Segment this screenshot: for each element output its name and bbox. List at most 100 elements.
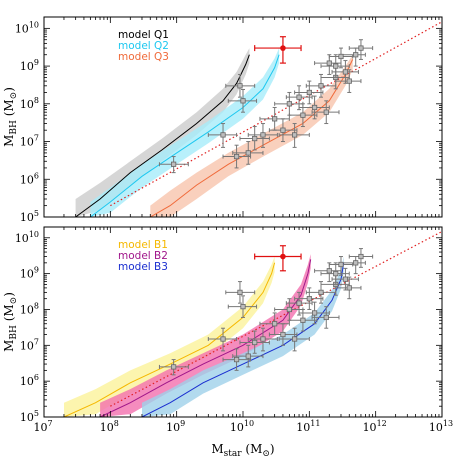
observation-marker xyxy=(237,83,243,89)
x-axis-title-main: M xyxy=(211,442,223,456)
observation-point xyxy=(331,60,359,84)
plot-area xyxy=(63,230,442,417)
observation-point xyxy=(227,88,258,113)
observation-point xyxy=(158,156,189,174)
y-tick-exponent: 8 xyxy=(34,96,39,105)
observation-point xyxy=(305,281,337,304)
x-tick-exponent: 9 xyxy=(180,419,185,428)
observation-marker xyxy=(358,45,364,51)
observation-point xyxy=(278,327,310,352)
highlight-marker xyxy=(280,45,286,51)
observation-marker xyxy=(292,336,298,342)
series-band xyxy=(75,48,250,217)
observation-point xyxy=(227,295,258,318)
observation-marker xyxy=(346,78,352,84)
observation-marker xyxy=(280,331,286,338)
observation-marker xyxy=(245,150,251,156)
observation-point xyxy=(305,73,337,98)
x-tick-exponent: 7 xyxy=(47,419,52,428)
series-line xyxy=(63,262,276,417)
y-tick-base: 10 xyxy=(15,22,29,35)
plot-area xyxy=(75,21,442,217)
observation-marker xyxy=(318,289,324,295)
observation-point xyxy=(225,73,256,98)
legend-entry: model Q1 xyxy=(118,29,169,41)
y-tick-exponent: 9 xyxy=(34,58,39,67)
observation-marker xyxy=(326,60,332,66)
observation-marker xyxy=(245,353,251,359)
y-axis-ticks xyxy=(44,16,442,218)
y-axis-title-main: M xyxy=(2,135,16,147)
observation-marker xyxy=(342,69,349,75)
observation-marker xyxy=(338,53,344,60)
y-tick-exponent: 6 xyxy=(34,373,39,382)
observation-point xyxy=(335,276,362,300)
y-tick-base: 10 xyxy=(20,375,34,388)
y-axis-title: MBH (M⊙) xyxy=(2,87,19,147)
x-tick-base: 10 xyxy=(33,421,47,434)
observation-marker xyxy=(323,314,329,321)
y-axis-title-close: ) xyxy=(2,292,16,297)
observation-marker xyxy=(286,101,292,107)
x-axis-title: Mstar (M⊙) xyxy=(211,442,274,459)
observation-marker xyxy=(296,94,302,100)
observation-marker xyxy=(252,135,258,142)
y-tick-base: 10 xyxy=(20,268,34,281)
observation-point xyxy=(348,248,374,268)
x-tick-label: 107 xyxy=(33,419,52,434)
x-tick-label: 108 xyxy=(100,419,119,434)
y-tick-base: 10 xyxy=(20,98,34,111)
x-tick-exponent: 10 xyxy=(244,419,254,428)
observation-point xyxy=(247,327,278,352)
observation-point xyxy=(274,298,304,321)
y-tick-base: 10 xyxy=(20,211,34,224)
legend-entry: model B2 xyxy=(118,250,168,262)
legend-entry: model Q3 xyxy=(118,51,169,63)
x-axis-ticks xyxy=(43,17,443,217)
observation-marker xyxy=(171,364,177,370)
observation-point xyxy=(314,54,342,75)
x-axis-title-unit: (M xyxy=(242,442,263,456)
y-tick-label: 1010 xyxy=(15,20,39,35)
x-tick-base: 10 xyxy=(296,421,310,434)
y-tick-label: 108 xyxy=(20,301,39,316)
highlight-point xyxy=(254,36,302,64)
y-tick-base: 10 xyxy=(20,411,34,424)
y-tick-base: 10 xyxy=(20,339,34,352)
legend-entry: model B3 xyxy=(118,261,168,273)
observation-point xyxy=(225,281,256,304)
y-tick-label: 109 xyxy=(20,266,39,281)
y-axis-title-unit: (M xyxy=(2,99,16,120)
observation-point xyxy=(288,308,318,332)
x-tick-base: 10 xyxy=(100,421,114,434)
y-tick-label: 105 xyxy=(20,209,39,224)
observation-marker xyxy=(260,336,266,342)
y-axis-title: MBH (M⊙) xyxy=(2,292,19,352)
observation-point xyxy=(268,323,298,346)
highlight-point xyxy=(254,245,302,272)
observation-marker xyxy=(311,310,318,316)
reference-line xyxy=(110,230,442,407)
observation-marker xyxy=(240,304,246,310)
series-line xyxy=(75,54,250,217)
y-axis-title-sub: BH xyxy=(9,325,19,340)
x-tick-exponent: 11 xyxy=(310,419,320,428)
x-tick-base: 10 xyxy=(230,421,244,434)
y-tick-exponent: 8 xyxy=(34,301,39,310)
x-tick-base: 10 xyxy=(166,421,180,434)
observation-marker xyxy=(358,253,364,260)
observation-marker xyxy=(306,296,312,302)
highlight-marker xyxy=(280,253,286,260)
observation-point xyxy=(348,39,374,60)
x-tick-label: 1011 xyxy=(296,419,320,434)
x-axis-title-sub: star xyxy=(224,449,243,459)
observation-point xyxy=(311,100,340,125)
observation-point xyxy=(232,344,264,368)
y-tick-base: 10 xyxy=(20,136,34,149)
y-tick-label: 1010 xyxy=(15,230,39,245)
observation-marker xyxy=(252,339,258,346)
observation-marker xyxy=(353,52,359,58)
